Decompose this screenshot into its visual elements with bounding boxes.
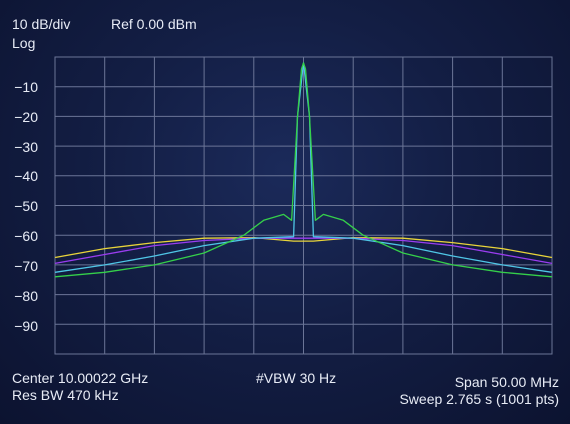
vbw-label: #VBW 30 Hz [256, 370, 337, 386]
scale-mode-label: Log [12, 35, 36, 51]
y-tick-label: −70 [14, 258, 38, 274]
res-bw-label: Res BW 470 kHz [12, 387, 119, 403]
y-tick-label: −40 [14, 168, 38, 184]
trace-line [54, 62, 553, 278]
y-tick-label: −90 [14, 318, 38, 334]
y-tick-label: −30 [14, 139, 38, 155]
sweep-label: Sweep 2.765 s (1001 pts) [399, 391, 559, 407]
y-tick-label: −20 [14, 109, 38, 125]
y-tick-label: −80 [14, 288, 38, 304]
center-frequency-label: Center 10.00022 GHz [12, 370, 149, 386]
y-tick-label: −60 [14, 228, 38, 244]
y-tick-label: −50 [14, 198, 38, 214]
scale-label: 10 dB/div [12, 16, 71, 32]
y-tick-label: −10 [14, 79, 38, 95]
ref-level-label: Ref 0.00 dBm [111, 16, 197, 32]
span-label: Span 50.00 MHz [454, 374, 559, 390]
trace-line [54, 237, 553, 265]
trace-line [54, 236, 553, 259]
